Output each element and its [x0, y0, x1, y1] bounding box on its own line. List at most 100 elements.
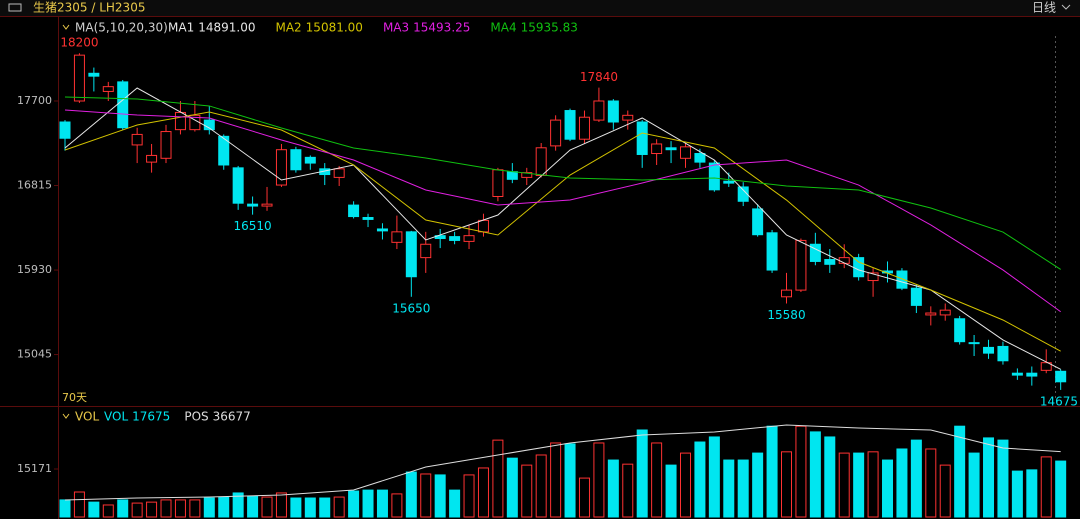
volume-bar — [1055, 460, 1067, 518]
y-tick-label: 15930 — [17, 263, 52, 276]
volume-bar — [766, 425, 778, 518]
volume-bar — [968, 452, 980, 518]
extreme-label: 17840 — [580, 70, 618, 84]
volume-bar — [795, 425, 807, 518]
volume-bar — [261, 496, 273, 518]
candle-body — [232, 167, 244, 204]
top-bar — [0, 0, 1080, 16]
volume-bar — [939, 464, 951, 518]
candle-body — [939, 309, 951, 316]
candle-body — [910, 287, 922, 306]
candle-body — [607, 100, 619, 123]
candle-body — [809, 243, 821, 262]
volume-bar — [117, 499, 129, 518]
candle-body — [679, 146, 691, 159]
volume-bar — [737, 459, 749, 518]
extreme-label: 16510 — [233, 219, 271, 233]
candle-body — [420, 243, 432, 259]
legend-name: MA2 — [275, 21, 301, 35]
volume-bar — [131, 502, 143, 518]
candle-body — [1040, 362, 1052, 371]
candle-body — [174, 111, 186, 131]
volume-bar — [348, 490, 360, 518]
volume-bar — [1026, 469, 1038, 518]
menu-icon[interactable] — [8, 3, 22, 12]
candle-body — [968, 342, 980, 345]
volume-bar — [247, 495, 259, 518]
legend-value: 15935.83 — [521, 21, 578, 35]
legend-value: 36677 — [213, 410, 251, 424]
volume-bar — [290, 497, 302, 518]
volume-bar — [1040, 456, 1052, 518]
volume-bar — [275, 492, 287, 518]
volume-bar — [679, 452, 691, 518]
volume-bar — [535, 454, 547, 518]
period-selector[interactable]: 日线 — [1032, 1, 1056, 15]
days-label: 70天 — [62, 391, 87, 404]
volume-bar — [665, 464, 677, 518]
volume-bar — [853, 452, 865, 518]
volume-bar — [304, 497, 316, 518]
volume-bar — [708, 436, 720, 518]
volume-bar — [232, 492, 244, 518]
candle-body — [102, 86, 114, 92]
candle-body — [261, 203, 273, 207]
candle-body — [247, 203, 259, 207]
volume-bar — [88, 501, 100, 518]
candle-body — [492, 169, 504, 198]
indicator-label: MA(5,10,20,30) — [75, 21, 168, 35]
legend-chevron[interactable] — [62, 24, 70, 30]
candle-body — [160, 131, 172, 159]
candle-body — [1026, 372, 1038, 377]
volume-bar — [73, 491, 85, 518]
candle-body — [766, 232, 778, 271]
extreme-label: 15650 — [392, 301, 430, 315]
volume-bar — [362, 489, 374, 518]
candle-body — [896, 270, 908, 289]
extreme-label: 18200 — [60, 36, 98, 50]
volume-bar — [160, 499, 172, 518]
ma-line — [64, 87, 1061, 370]
volume-bar — [752, 452, 764, 518]
volume-bar — [319, 497, 331, 518]
ma-line — [64, 111, 1061, 352]
volume-bar — [449, 489, 461, 518]
legend-name: POS — [184, 410, 208, 424]
candle-body — [737, 186, 749, 202]
extreme-label: 15580 — [767, 308, 805, 322]
candle-body — [593, 100, 605, 121]
volume-bar — [463, 474, 475, 518]
legend-value: 14891.00 — [198, 21, 255, 35]
volume-bar — [203, 497, 215, 518]
volume-bar — [506, 457, 518, 518]
volume-bar — [983, 437, 995, 518]
contract-title[interactable]: 生猪2305 / LH2305 — [33, 1, 145, 15]
volume-bar — [174, 499, 186, 518]
plot: 17700 16815 15930 15045 MA1 14891.00 MA2 15081.… — [17, 21, 1078, 518]
extreme-label: 14675 — [1040, 394, 1078, 408]
volume-bar — [896, 448, 908, 518]
period-chevron[interactable] — [1061, 4, 1071, 10]
candle-body — [867, 272, 879, 282]
candle-body — [997, 345, 1009, 362]
candle-body — [925, 312, 937, 316]
candle-body — [752, 208, 764, 236]
volume-bar — [550, 442, 562, 518]
candle-body — [405, 231, 417, 278]
legend-name: VOL — [104, 410, 128, 424]
volume-bar — [189, 499, 201, 518]
volume-bar — [607, 459, 619, 518]
candle-body — [131, 133, 143, 146]
legend-name: MA3 — [383, 21, 409, 35]
legend-chevron[interactable] — [62, 413, 70, 419]
volume-bar — [997, 439, 1009, 518]
candle-body — [983, 346, 995, 354]
candle-body — [521, 172, 533, 178]
volume-bar — [636, 429, 648, 518]
candle-body — [781, 289, 792, 298]
candle-body — [622, 114, 634, 121]
legend-value: 15493.25 — [413, 21, 470, 35]
volume-bar — [1011, 470, 1023, 518]
